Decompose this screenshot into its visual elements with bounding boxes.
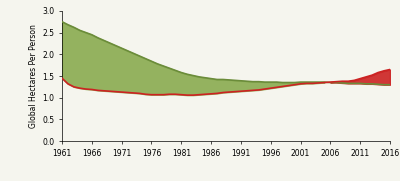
Y-axis label: Global Hectares Per Person: Global Hectares Per Person bbox=[29, 24, 38, 128]
